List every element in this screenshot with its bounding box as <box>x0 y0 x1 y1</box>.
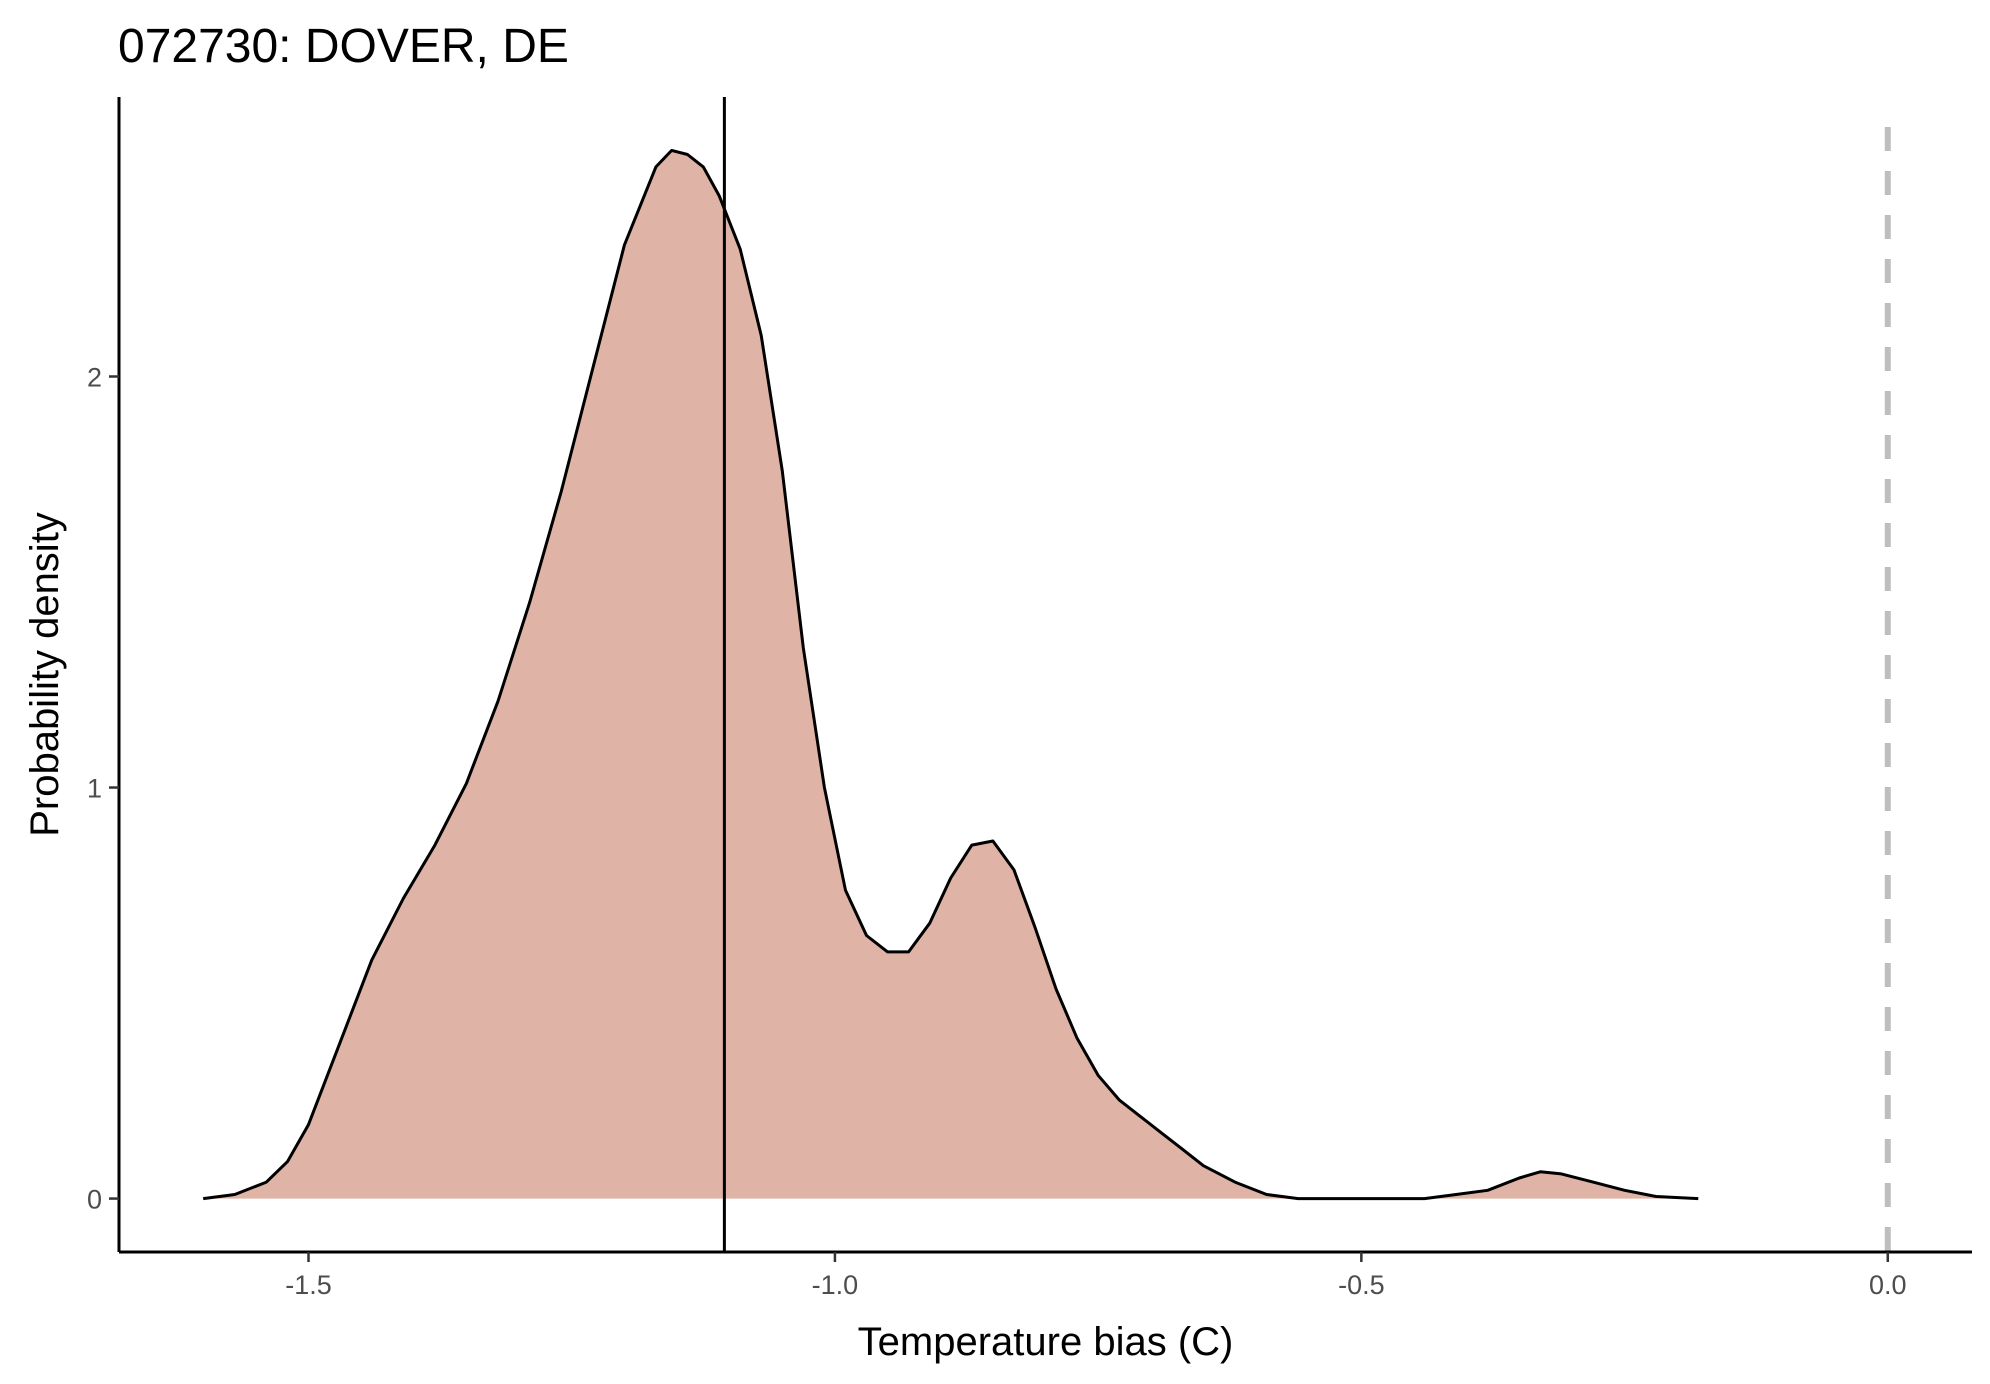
x-tick-label: 0.0 <box>1869 1270 1907 1300</box>
x-tick-label: -1.5 <box>285 1270 332 1300</box>
density-area-fill <box>203 150 1699 1199</box>
axes: -1.5 -1.0 -0.5 0.0 0 1 2 <box>87 97 1972 1300</box>
chart-title: 072730: DOVER, DE <box>118 20 569 73</box>
x-tick-label: -1.0 <box>812 1270 859 1300</box>
y-tick-label: 0 <box>87 1185 102 1215</box>
x-tick-label: -0.5 <box>1338 1270 1385 1300</box>
plot-area <box>203 97 1891 1252</box>
y-tick-label: 2 <box>87 363 102 393</box>
x-axis-title: Temperature bias (C) <box>858 1320 1234 1364</box>
density-curve-line <box>203 148 1699 1201</box>
y-axis-title: Probability density <box>23 512 67 837</box>
y-tick-label: 1 <box>87 774 102 804</box>
